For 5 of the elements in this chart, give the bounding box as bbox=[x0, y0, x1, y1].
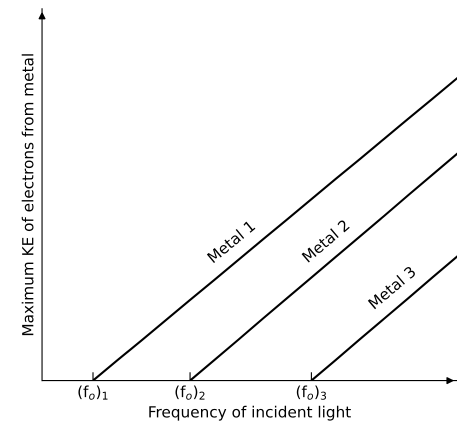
x-axis-title: Frequency of incident light bbox=[149, 406, 351, 421]
x-tick-label: (f$_{o}$)$_{1}$ bbox=[78, 385, 108, 400]
y-axis-title: Maximum KE of electrons from metal bbox=[22, 54, 34, 336]
x-tick-label: (f$_{o}$)$_{2}$ bbox=[175, 385, 204, 400]
x-tick-label: (f$_{o}$)$_{3}$ bbox=[296, 385, 326, 400]
